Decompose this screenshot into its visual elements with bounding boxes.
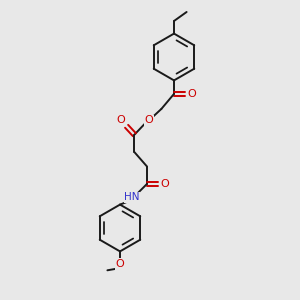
Text: O: O [160,179,169,189]
Text: O: O [144,115,153,125]
Text: O: O [116,115,125,125]
Text: HN: HN [124,192,140,203]
Text: O: O [116,259,124,269]
Text: O: O [188,89,196,99]
